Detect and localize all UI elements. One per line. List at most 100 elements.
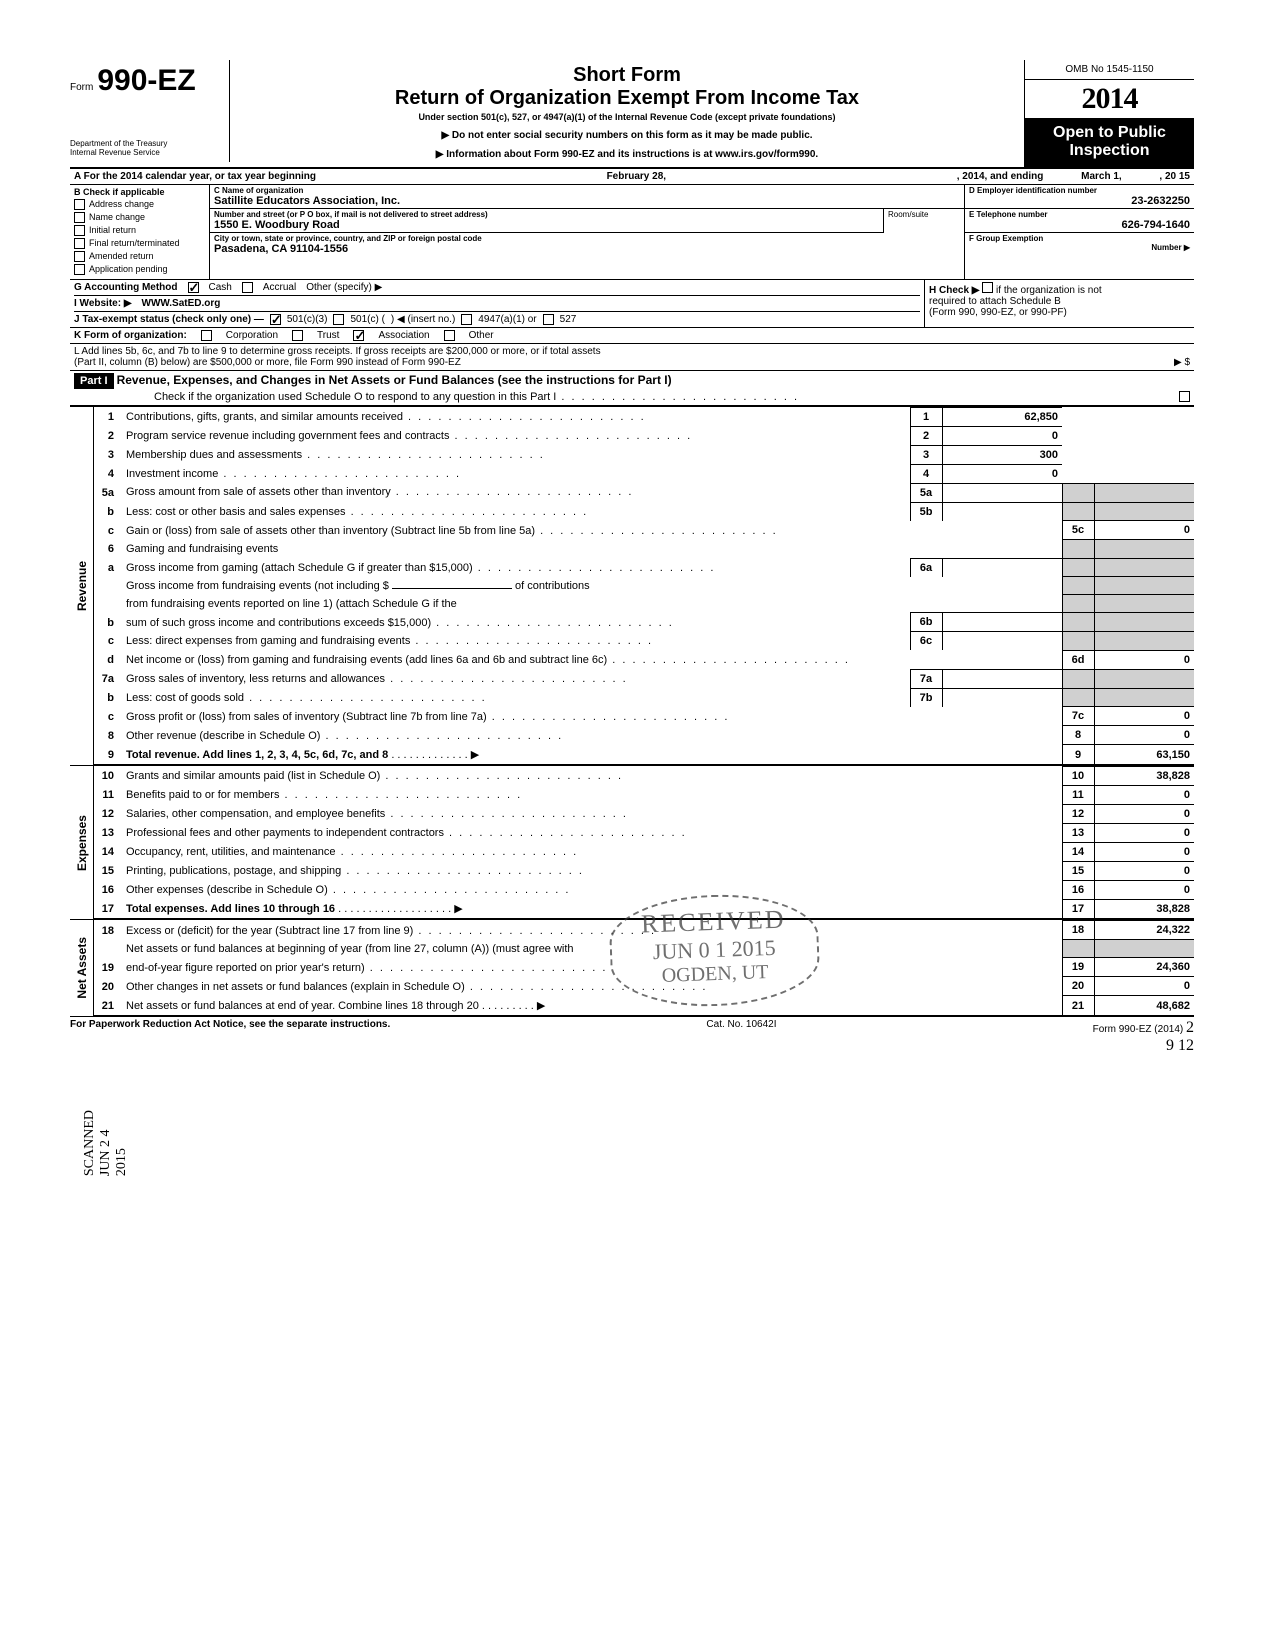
netassets-table: 18Excess or (deficit) for the year (Subt… <box>94 920 1194 1016</box>
chk-schedule-o-part1[interactable] <box>1179 391 1190 402</box>
col-b-checkboxes: B Check if applicable Address change Nam… <box>70 185 210 279</box>
chk-schedule-b-not-required[interactable] <box>982 282 993 293</box>
lbl-application-pending: Application pending <box>89 264 168 274</box>
d20: Other changes in net assets or fund bala… <box>122 977 1062 996</box>
revenue-side-label: Revenue <box>73 557 91 615</box>
rn9: 9 <box>1062 745 1094 765</box>
chk-association[interactable] <box>353 330 364 341</box>
period-label: A For the 2014 calendar year, or tax yea… <box>74 171 316 182</box>
chk-other-org[interactable] <box>444 330 455 341</box>
v18: 24,322 <box>1094 921 1194 940</box>
m6a: 6a <box>910 558 942 577</box>
v3: 300 <box>942 445 1062 464</box>
lbl-association: Association <box>378 330 429 341</box>
v14: 0 <box>1094 842 1194 861</box>
rn4: 4 <box>910 464 942 483</box>
v12: 0 <box>1094 804 1194 823</box>
form-number: 990-EZ <box>97 64 195 98</box>
rn17: 17 <box>1062 899 1094 919</box>
lbl-other-org: Other <box>469 330 494 341</box>
n17: 17 <box>94 899 122 919</box>
d14: Occupancy, rent, utilities, and maintena… <box>122 842 1062 861</box>
d5a: Gross amount from sale of assets other t… <box>122 483 910 501</box>
form-990ez-page1: SCANNED JUN 2 4 2015 Form 990-EZ Departm… <box>70 60 1194 1055</box>
d9: Total revenue. Add lines 1, 2, 3, 4, 5c,… <box>122 745 1062 765</box>
i-website-lbl: I Website: ▶ <box>74 298 132 309</box>
k-lbl: K Form of organization: <box>74 330 187 341</box>
v20: 0 <box>1094 977 1194 996</box>
d-ein-val: 23-2632250 <box>969 195 1190 207</box>
expenses-table: 10Grants and similar amounts paid (list … <box>94 766 1194 920</box>
n1: 1 <box>94 407 122 426</box>
period-begin: February 28, <box>607 171 666 182</box>
chk-initial-return[interactable] <box>74 225 85 236</box>
chk-cash[interactable] <box>188 282 199 293</box>
chk-527[interactable] <box>543 314 554 325</box>
n5c: c <box>94 521 122 540</box>
title-return: Return of Organization Exempt From Incom… <box>238 87 1016 110</box>
l-line1: L Add lines 5b, 6c, and 7b to line 9 to … <box>74 346 1190 357</box>
d5c: Gain or (loss) from sale of assets other… <box>122 521 1062 540</box>
v15: 0 <box>1094 861 1194 880</box>
n7a: 7a <box>94 669 122 688</box>
n15: 15 <box>94 861 122 880</box>
col-c-org: C Name of organization Satillite Educato… <box>210 185 964 279</box>
lbl-501c3: 501(c)(3) <box>287 314 328 325</box>
chk-final-return[interactable] <box>74 238 85 249</box>
chk-application-pending[interactable] <box>74 264 85 275</box>
footer-mid: Cat. No. 10642I <box>706 1019 776 1037</box>
c-room-lbl: Room/suite <box>888 210 960 219</box>
lbl-4947: 4947(a)(1) or <box>478 314 536 325</box>
chk-name-change[interactable] <box>74 212 85 223</box>
d6b1: Gross income from fundraising events (no… <box>122 577 910 595</box>
rn7c: 7c <box>1062 707 1094 726</box>
d13: Professional fees and other payments to … <box>122 823 1062 842</box>
chk-4947[interactable] <box>461 314 472 325</box>
n3: 3 <box>94 445 122 464</box>
chk-amended-return[interactable] <box>74 251 85 262</box>
n5a: 5a <box>94 483 122 502</box>
d1: Contributions, gifts, grants, and simila… <box>122 407 910 426</box>
v19: 24,360 <box>1094 958 1194 977</box>
n20: 20 <box>94 977 122 996</box>
rn6d: 6d <box>1062 650 1094 669</box>
rn13: 13 <box>1062 823 1094 842</box>
chk-address-change[interactable] <box>74 199 85 210</box>
h-line1b: if the organization is not <box>996 285 1102 296</box>
d16: Other expenses (describe in Schedule O) <box>122 880 1062 899</box>
chk-501c[interactable] <box>333 314 344 325</box>
chk-trust[interactable] <box>292 330 303 341</box>
omb-number: OMB No 1545-1150 <box>1025 60 1194 80</box>
footer-right: Form 990-EZ (2014) 2 <box>1093 1019 1194 1037</box>
rn18: 18 <box>1062 921 1094 940</box>
k-row: K Form of organization: Corporation Trus… <box>70 328 1194 344</box>
g-h-block: G Accounting Method Cash Accrual Other (… <box>70 280 1194 328</box>
rn14: 14 <box>1062 842 1094 861</box>
f-group-lbl: F Group Exemption <box>969 234 1190 243</box>
v21: 48,682 <box>1094 996 1194 1016</box>
c-name-val: Satillite Educators Association, Inc. <box>214 195 960 207</box>
n18: 18 <box>94 921 122 940</box>
n19: 19 <box>94 940 122 977</box>
chk-corporation[interactable] <box>201 330 212 341</box>
entity-block: B Check if applicable Address change Nam… <box>70 185 1194 280</box>
d7a: Gross sales of inventory, less returns a… <box>122 669 910 688</box>
d19a: Net assets or fund balances at beginning… <box>122 940 1062 958</box>
h-line1: H Check ▶ <box>929 285 979 296</box>
rn1: 1 <box>910 407 942 426</box>
chk-501c3[interactable] <box>270 314 281 325</box>
d5b: Less: cost or other basis and sales expe… <box>122 502 910 521</box>
rn10: 10 <box>1062 766 1094 785</box>
n12: 12 <box>94 804 122 823</box>
v17: 38,828 <box>1094 899 1194 919</box>
d6b2: from fundraising events reported on line… <box>122 595 910 613</box>
lbl-accrual: Accrual <box>263 282 296 293</box>
v13: 0 <box>1094 823 1194 842</box>
rn15: 15 <box>1062 861 1094 880</box>
header-left: Form 990-EZ Department of the Treasury I… <box>70 60 230 162</box>
part1-header-row: Part I Revenue, Expenses, and Changes in… <box>70 371 1194 406</box>
v16: 0 <box>1094 880 1194 899</box>
d17: Total expenses. Add lines 10 through 16 … <box>122 899 1062 919</box>
n2: 2 <box>94 426 122 445</box>
chk-accrual[interactable] <box>242 282 253 293</box>
